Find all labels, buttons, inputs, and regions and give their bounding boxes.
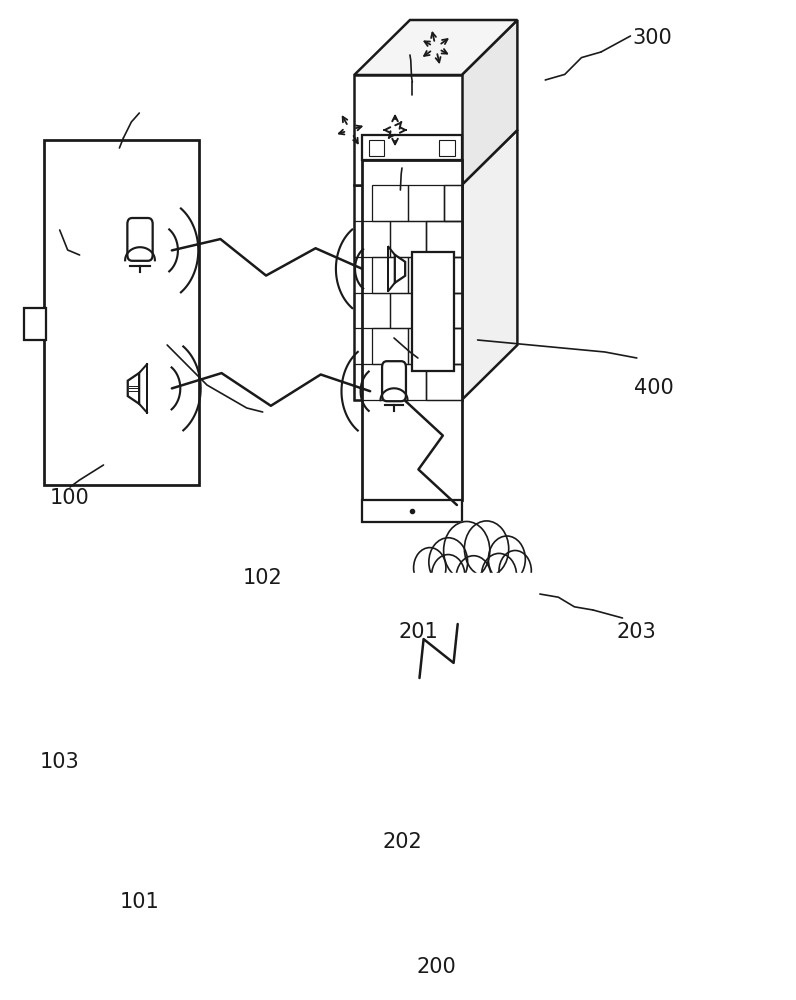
Bar [373, 185, 408, 221]
Bar [362, 160, 462, 500]
Text: 101: 101 [119, 892, 159, 912]
Bar [426, 292, 462, 328]
Circle shape [489, 536, 525, 582]
Polygon shape [354, 20, 517, 75]
Bar [354, 221, 390, 257]
Bar [408, 185, 444, 221]
Polygon shape [462, 20, 517, 185]
Circle shape [443, 522, 490, 580]
Text: 103: 103 [40, 752, 80, 772]
Bar [362, 500, 462, 522]
Bar [426, 221, 462, 257]
Bar [444, 185, 462, 221]
Bar [408, 257, 444, 292]
Text: 203: 203 [617, 622, 657, 642]
Bar [390, 292, 426, 328]
Bar [426, 221, 462, 257]
Circle shape [482, 553, 517, 597]
Circle shape [431, 555, 465, 596]
Text: 201: 201 [398, 622, 438, 642]
Bar [426, 292, 462, 328]
FancyBboxPatch shape [127, 218, 153, 261]
Bar [369, 140, 384, 156]
Circle shape [414, 548, 446, 588]
Text: 300: 300 [633, 28, 673, 48]
Bar [354, 292, 390, 328]
Polygon shape [127, 373, 139, 404]
Bar [354, 75, 462, 185]
Bar [24, 308, 46, 340]
Circle shape [456, 556, 491, 600]
Circle shape [499, 550, 532, 591]
Bar [354, 185, 462, 400]
Bar [412, 252, 454, 371]
Text: 400: 400 [634, 378, 674, 398]
Bar [362, 135, 462, 160]
Text: 200: 200 [416, 957, 456, 977]
Polygon shape [395, 255, 405, 283]
Polygon shape [462, 130, 517, 400]
Bar [444, 185, 462, 221]
Text: 202: 202 [382, 832, 422, 852]
Bar [354, 364, 390, 400]
Bar [444, 257, 462, 292]
Circle shape [429, 538, 467, 586]
Bar [373, 257, 408, 292]
Circle shape [464, 521, 509, 577]
Bar [390, 221, 426, 257]
Bar [390, 364, 426, 400]
Bar [426, 364, 462, 400]
Bar [439, 140, 455, 156]
Bar [44, 140, 199, 485]
Bar [426, 364, 462, 400]
Bar [444, 257, 462, 292]
Bar [444, 328, 462, 364]
Bar [444, 328, 462, 364]
FancyBboxPatch shape [382, 361, 406, 401]
Bar [373, 328, 408, 364]
Bar [408, 328, 444, 364]
Text: 100: 100 [50, 488, 90, 508]
Bar [409, 573, 538, 604]
Text: 102: 102 [243, 568, 283, 588]
